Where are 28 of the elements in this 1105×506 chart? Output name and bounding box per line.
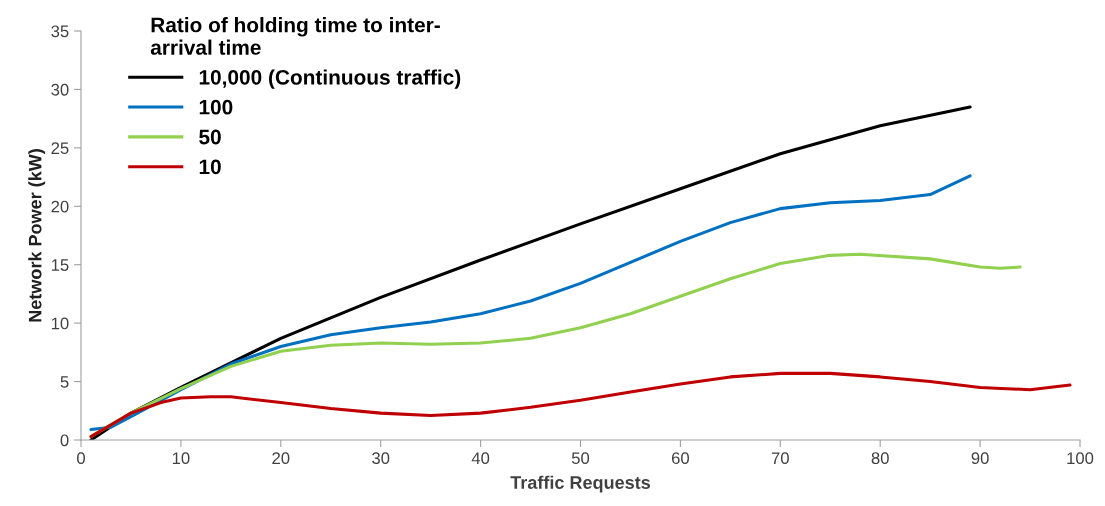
x-tick-label: 10 [172, 452, 190, 465]
y-tick-label: 10 [51, 317, 69, 330]
x-tick-label: 20 [272, 452, 290, 465]
x-tick-label: 0 [77, 452, 85, 465]
y-tick-label: 30 [51, 83, 69, 96]
legend-label: 50 [199, 129, 221, 145]
y-tick-label: 0 [60, 434, 69, 447]
x-tick-label: 40 [471, 452, 490, 465]
x-tick-label: 90 [971, 452, 989, 465]
x-axis-title: Traffic Requests [510, 475, 651, 493]
legend-label: 10,000 (Continuous traffic) [199, 69, 461, 89]
y-tick-label: 20 [51, 200, 69, 213]
x-tick-label: 60 [671, 452, 690, 465]
y-tick-label: 15 [51, 259, 69, 271]
x-tick-label: 50 [571, 452, 590, 465]
x-tick-label: 30 [372, 452, 390, 465]
x-tick-label: 80 [871, 452, 889, 465]
legend-label: 10 [199, 159, 221, 175]
y-tick-label: 5 [60, 376, 69, 388]
y-tick-label: 25 [51, 142, 69, 155]
x-tick-label: 100 [1067, 452, 1094, 465]
legend-title: Ratio of holding time to inter- arrival time [150, 17, 440, 55]
y-axis-title: Network Power (kW) [28, 149, 46, 322]
x-tick-label: 70 [771, 452, 789, 465]
line-series [89, 174, 972, 432]
line-series [89, 371, 1072, 439]
legend-label: 100 [199, 99, 233, 115]
y-tick-label: 35 [51, 25, 69, 38]
